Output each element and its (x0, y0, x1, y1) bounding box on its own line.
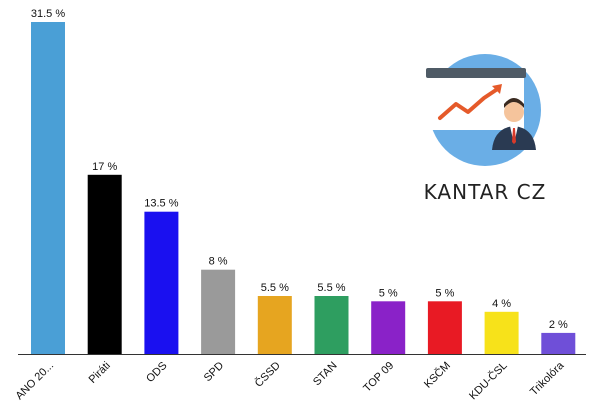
x-tick-label: KDU-ČSL (466, 359, 509, 402)
bar (314, 296, 349, 354)
bar (144, 211, 179, 354)
x-tick-label: TOP 09 (361, 360, 396, 395)
x-tick-label: KSČM (421, 359, 453, 391)
data-label: 13.5 % (144, 198, 178, 210)
bar (31, 22, 65, 354)
kantar-logo (412, 46, 558, 166)
x-tick-label: ČSSD (252, 359, 283, 390)
presentation-board-businessman-icon (426, 54, 541, 166)
x-tick-label: Trikolóra (528, 359, 567, 398)
bar (427, 301, 462, 354)
x-tick-label: SPD (202, 360, 227, 385)
x-tick-label: Piráti (87, 360, 113, 386)
data-label: 8 % (209, 256, 228, 268)
data-label: 5.5 % (317, 282, 345, 294)
x-tick-label: ODS (144, 360, 169, 385)
bar (87, 174, 122, 354)
bar (541, 332, 576, 354)
bar (371, 301, 406, 354)
data-label: 5 % (379, 287, 398, 299)
x-tick-label: ANO 20... (13, 360, 56, 403)
data-label: 2 % (549, 319, 568, 331)
kantar-brand-text: KANTAR CZ (423, 180, 547, 204)
data-label: 5.5 % (261, 282, 289, 294)
data-label: 31.5 % (31, 8, 65, 20)
data-label: 5 % (435, 287, 454, 299)
data-label: 17 % (92, 161, 117, 173)
bar (257, 296, 292, 354)
bar (201, 269, 236, 354)
data-label: 4 % (492, 298, 511, 310)
x-tick-label: STAN (311, 360, 340, 389)
bar (484, 311, 519, 354)
